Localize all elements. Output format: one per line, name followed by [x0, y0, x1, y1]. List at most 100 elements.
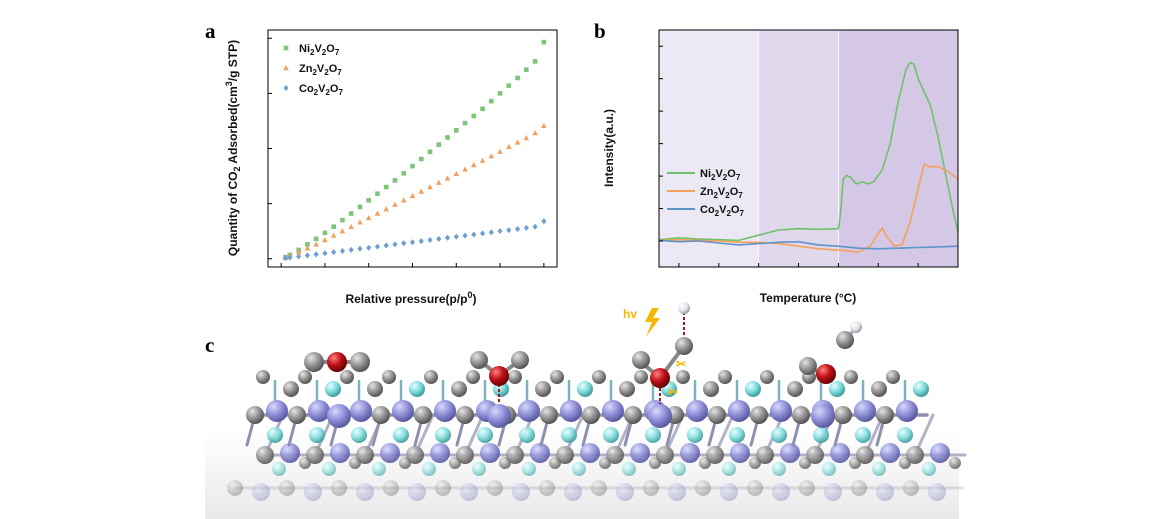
chart-b-xlabel: Temperature (°C)	[760, 291, 857, 305]
chart-a-point	[322, 250, 328, 257]
surface-atom	[672, 462, 686, 476]
surface-atom	[834, 406, 852, 424]
surface-atom	[266, 400, 288, 422]
chart-a-point	[383, 242, 389, 249]
chart-a-point	[296, 253, 302, 260]
surface-atom	[530, 443, 550, 463]
co2-carbon	[327, 352, 347, 372]
chart-b: Temperature (°C) Intensity(a.u.) Ni2V2O7…	[602, 29, 959, 305]
surface-atom	[722, 462, 736, 476]
surface-atom	[856, 446, 874, 464]
chart-a-point	[374, 243, 381, 250]
surface-atom	[487, 480, 503, 496]
surface-atom	[730, 443, 750, 463]
chart-a-point	[418, 156, 424, 162]
chart-a-point	[348, 211, 354, 216]
surface-atom	[564, 483, 582, 501]
surface-atom	[556, 446, 574, 464]
surface-atom	[619, 381, 635, 397]
chart-a-point	[330, 232, 337, 238]
chart-a-point	[366, 198, 372, 203]
chart-a-point	[427, 184, 433, 190]
chart-b-legend-label: Zn2V2O7	[700, 186, 743, 200]
hv-label: hv	[623, 307, 637, 321]
surface-atom	[280, 443, 300, 463]
surface-atom	[356, 483, 374, 501]
surface-atom	[930, 443, 950, 463]
chart-a-point	[445, 135, 450, 140]
surface-atom	[770, 400, 792, 422]
surface-atom	[408, 483, 426, 501]
surface-atom	[822, 462, 836, 476]
surface-atom	[668, 483, 686, 501]
surface-atom	[466, 370, 480, 384]
chart-a-point	[340, 217, 345, 223]
active-site-atom	[327, 404, 351, 428]
surface-atom	[799, 480, 815, 496]
surface-atom	[480, 443, 500, 463]
chart-a-point	[479, 230, 486, 237]
surface-atom	[382, 370, 396, 384]
chart-a-point	[488, 229, 494, 236]
surface-atom	[279, 480, 295, 496]
surface-atom	[876, 406, 894, 424]
surface-atom	[456, 446, 474, 464]
chart-b-ylabel: Intensity(a.u.)	[602, 109, 616, 187]
surface-atom	[851, 480, 867, 496]
co2-oxygen	[350, 352, 370, 372]
surface-atom	[550, 370, 564, 384]
chart-a-point	[471, 113, 477, 119]
co2-oxygen	[675, 337, 693, 355]
surface-atom	[330, 443, 350, 463]
chart-a-point	[357, 245, 363, 252]
surface-atom	[880, 443, 900, 463]
chart-a-point	[523, 224, 529, 231]
co2-oxygen	[632, 351, 650, 369]
chart-a-point	[532, 59, 538, 64]
product-atom	[799, 357, 817, 375]
chart-a-point	[401, 171, 407, 176]
panel-label-c: c	[205, 333, 214, 357]
chart-a: Relative pressure(p/p0) Quantity of CO2 …	[224, 29, 558, 306]
chart-a-point	[375, 191, 380, 196]
surface-atom	[606, 446, 624, 464]
surface-atom	[434, 400, 456, 422]
co2-oxygen	[304, 352, 324, 372]
surface-atom	[708, 406, 726, 424]
chart-a-point	[295, 249, 302, 255]
surface-atom	[331, 480, 347, 496]
chart-a-point	[497, 228, 503, 235]
chart-a-point	[514, 139, 521, 145]
chart-a-point	[453, 170, 460, 177]
surface-atom	[267, 427, 283, 443]
surface-atom	[591, 480, 607, 496]
chart-a-point	[418, 188, 425, 194]
surface-atom	[756, 446, 774, 464]
chart-a-point	[409, 192, 416, 199]
chart-a-point	[400, 197, 407, 203]
surface-atom	[372, 462, 386, 476]
surface-atom	[603, 427, 619, 443]
chart-a-point	[541, 218, 547, 225]
surface-atom	[622, 462, 636, 476]
surface-atom	[645, 427, 661, 443]
surface-atom	[325, 381, 341, 397]
chart-a-point	[392, 241, 398, 248]
surface-atom	[830, 443, 850, 463]
chart-a-point	[365, 214, 372, 221]
chart-b-ticks	[659, 45, 959, 267]
chart-a-point	[357, 219, 363, 225]
surface-atom	[624, 406, 642, 424]
surface-atom	[949, 457, 961, 469]
surface-atom	[308, 400, 330, 422]
chart-a-point	[480, 106, 485, 112]
chart-a-point	[383, 206, 390, 212]
surface-atom	[896, 400, 918, 422]
surface-atom	[477, 427, 493, 443]
chart-a-point	[418, 238, 424, 245]
chart-a-point	[462, 120, 468, 126]
chart-a-point	[427, 236, 433, 243]
surface-atom	[298, 370, 312, 384]
scissors-icon: ✂	[668, 385, 678, 399]
surface-atom	[393, 427, 409, 443]
